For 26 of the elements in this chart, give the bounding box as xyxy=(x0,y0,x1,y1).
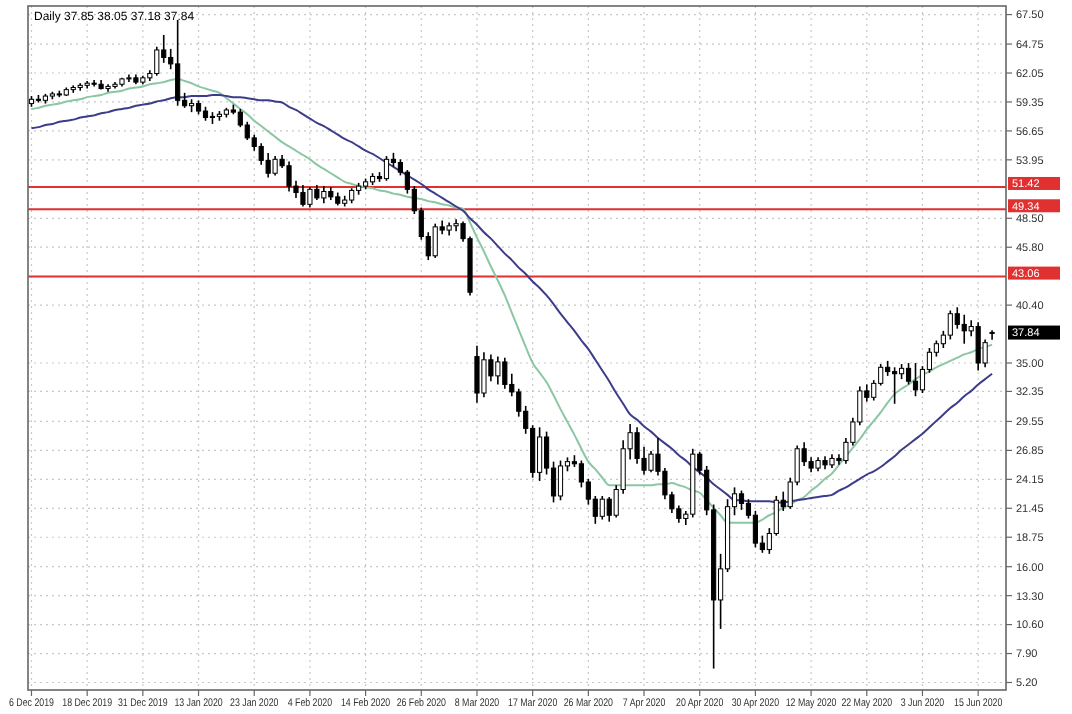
candlestick xyxy=(383,155,390,182)
candlestick xyxy=(495,355,501,386)
candlestick xyxy=(432,222,438,259)
candlestick xyxy=(961,313,967,345)
candlestick xyxy=(738,489,745,511)
candlestick xyxy=(537,426,543,482)
candlestick xyxy=(272,155,278,177)
candlestick xyxy=(474,345,480,404)
candlestick xyxy=(502,356,508,390)
candlestick xyxy=(905,362,912,386)
candlestick xyxy=(912,362,919,398)
candlestick xyxy=(599,495,605,521)
candlestick xyxy=(481,351,487,399)
candlestick xyxy=(648,450,654,474)
candlestick xyxy=(989,329,995,341)
candlestick xyxy=(557,459,564,502)
candlestick xyxy=(752,510,758,549)
candlestick xyxy=(892,366,898,405)
candlestick xyxy=(307,186,313,209)
candlestick xyxy=(175,19,181,107)
candlestick xyxy=(453,218,459,232)
candlestick xyxy=(947,309,953,341)
candlestick xyxy=(286,160,292,193)
candlestick xyxy=(606,496,612,523)
candlestick xyxy=(300,184,306,208)
candlestick xyxy=(975,321,981,372)
